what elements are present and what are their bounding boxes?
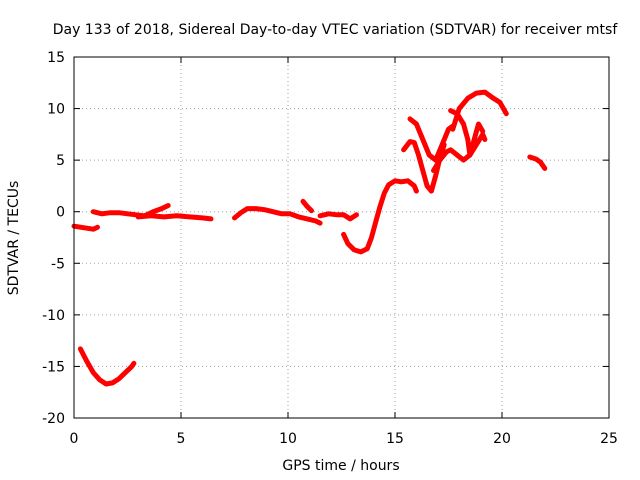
series-arc-04 (77, 346, 137, 387)
series-arc-06 (300, 198, 314, 214)
x-tick-label: 25 (600, 431, 618, 447)
series-arc-14 (527, 154, 548, 171)
y-tick-label: 5 (56, 153, 65, 169)
series-arc-10 (407, 116, 456, 163)
y-tick-label: 0 (56, 205, 65, 221)
series-arc-07 (317, 211, 359, 222)
series-group (71, 89, 548, 387)
x-tick-labels: 0 5 10 15 20 25 (70, 431, 618, 447)
chart-title: Day 133 of 2018, Sidereal Day-to-day VTE… (53, 22, 619, 38)
y-tick-label: -15 (42, 359, 65, 375)
series-arc-02 (90, 203, 171, 219)
x-axis-label: GPS time / hours (282, 458, 399, 474)
y-tick-label: -5 (51, 256, 65, 272)
x-tick-label: 10 (279, 431, 297, 447)
x-tick-label: 0 (70, 431, 79, 447)
series-arc-11 (431, 131, 488, 173)
y-tick-label: 15 (47, 50, 65, 66)
x-tick-label: 15 (386, 431, 404, 447)
grid (74, 57, 609, 418)
y-axis-label: SDTVAR / TECUs (6, 181, 22, 296)
x-tick-label: 20 (493, 431, 511, 447)
x-tick-label: 5 (177, 431, 186, 447)
series-arc-03 (135, 213, 214, 222)
series-arc-13 (450, 89, 509, 132)
y-tick-label: 10 (47, 102, 65, 118)
plot-frame (73, 56, 610, 419)
y-tick-labels: -20 -15 -10 -5 0 5 10 15 (42, 50, 65, 427)
series-arc-01 (71, 223, 100, 232)
y-tick-label: -10 (42, 308, 65, 324)
series-arc-05 (232, 206, 323, 226)
series-arc-08 (341, 178, 419, 255)
y-tick-label: -20 (42, 411, 65, 427)
